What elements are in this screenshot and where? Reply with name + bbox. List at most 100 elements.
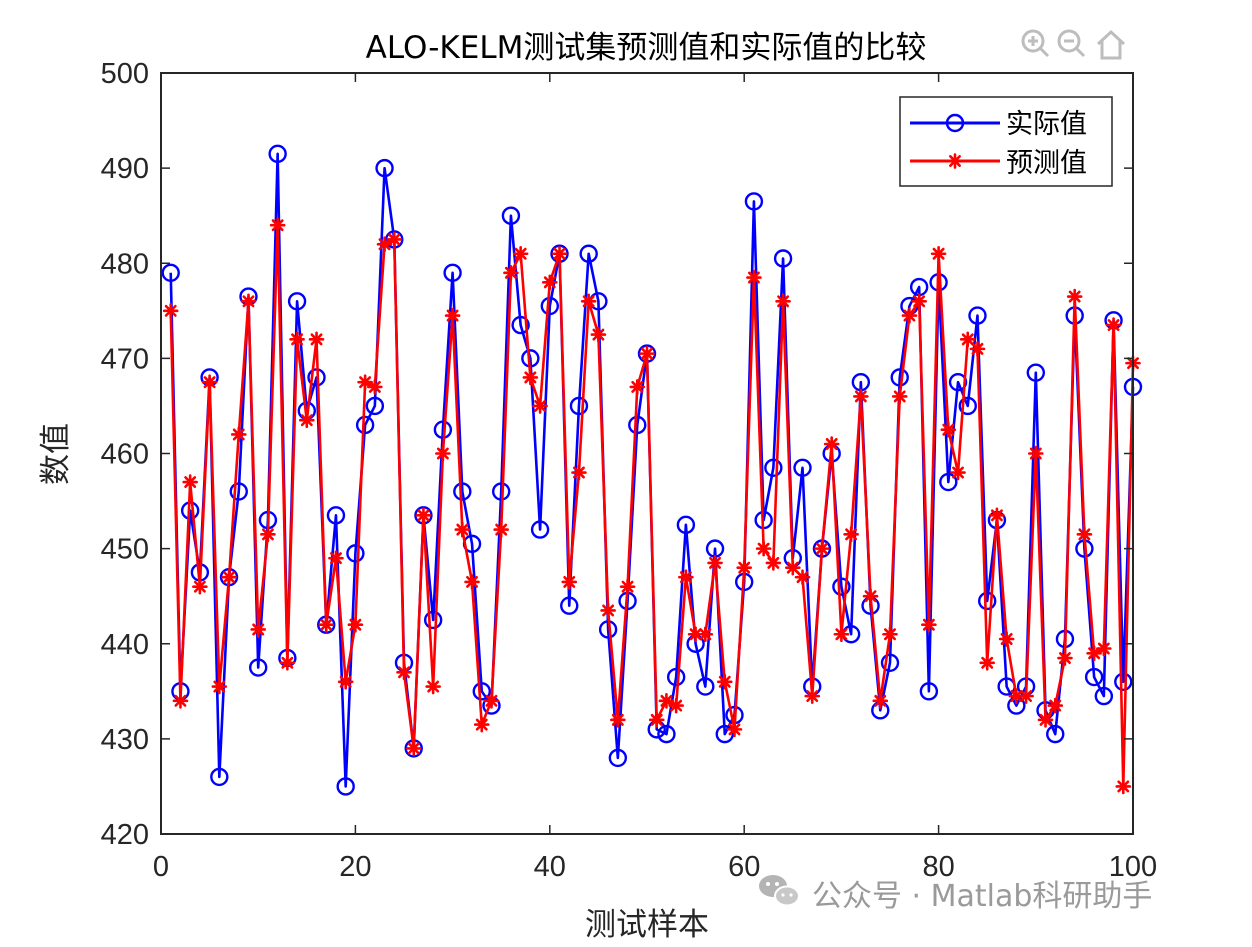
predicted-point: [512, 245, 529, 262]
actual-point: [773, 249, 793, 268]
predicted-point: [989, 507, 1005, 524]
predicted-point: [765, 555, 782, 571]
legend-marker-predicted: [947, 153, 963, 169]
predicted-point: [396, 664, 412, 681]
actual-point: [365, 396, 385, 416]
predicted-point: [1105, 317, 1122, 333]
home-icon[interactable]: [1096, 29, 1126, 60]
predicted-point: [678, 569, 694, 585]
predicted-point: [823, 436, 840, 452]
x-tick-label: 80: [922, 851, 954, 883]
actual-point: [978, 591, 997, 611]
predicted-point: [784, 559, 801, 576]
predicted-point: [736, 559, 753, 576]
predicted-point: [891, 388, 908, 405]
predicted-point: [541, 274, 558, 291]
x-tick-label: 40: [534, 851, 566, 883]
actual-point: [161, 263, 180, 282]
actual-point: [715, 724, 734, 744]
predicted-point: [862, 588, 879, 604]
x-tick-label: 20: [339, 851, 371, 883]
predicted-point: [561, 574, 578, 590]
actual-point: [472, 682, 491, 701]
predicted-point: [182, 474, 198, 490]
predicted-point: [444, 307, 461, 324]
predicted-point: [979, 654, 996, 671]
predicted-point: [775, 293, 791, 310]
actual-point: [229, 482, 248, 501]
predicted-point: [619, 578, 636, 595]
actual-point: [336, 777, 355, 796]
actual-point: [793, 458, 812, 477]
y-tick-label: 450: [101, 534, 149, 566]
actual-point: [880, 653, 900, 672]
predicted-point: [843, 526, 859, 543]
predicted-point: [1076, 526, 1093, 543]
actual-point: [579, 244, 598, 263]
predicted-point: [726, 721, 743, 738]
predicted-point: [532, 398, 548, 414]
actual-point: [355, 415, 375, 435]
predicted-point: [959, 331, 976, 348]
predicted-point: [911, 293, 927, 310]
x-axis-label: 测试样本: [585, 907, 709, 943]
predicted-point: [464, 574, 480, 590]
actual-point: [676, 515, 696, 535]
actual-point: [657, 724, 676, 744]
actual-point: [423, 610, 443, 630]
actual-point: [453, 482, 472, 501]
chart-title: ALO-KELM测试集预测值和实际值的比较: [366, 30, 927, 66]
predicted-point: [503, 264, 519, 281]
actual-point: [501, 206, 521, 225]
predicted-point: [308, 331, 325, 348]
predicted-point: [201, 374, 218, 390]
predicted-point: [872, 693, 889, 709]
predicted-point: [425, 678, 441, 695]
predicted-point: [240, 293, 257, 310]
actual-point: [628, 415, 647, 435]
tick-layer: 0 20 40 60 80 100 420 430 440 450 460 470 480 490 500: [101, 58, 1158, 883]
predicted-point: [755, 540, 772, 557]
predicted-point: [648, 712, 665, 728]
actual-point: [375, 158, 394, 178]
predicted-point: [1047, 697, 1064, 714]
predicted-point: [639, 345, 655, 362]
predicted-point: [998, 631, 1015, 647]
predicted-point: [279, 654, 296, 671]
actual-point: [326, 506, 346, 525]
zoom-out-icon[interactable]: [1057, 29, 1086, 58]
predicted-point: [600, 602, 616, 619]
predicted-point: [882, 626, 898, 643]
predicted-point: [1008, 688, 1025, 704]
predicted-point: [901, 307, 918, 324]
predicted-point: [192, 578, 208, 595]
predicted-point: [940, 421, 957, 438]
predicted-point: [376, 236, 393, 253]
y-tick-label: 470: [101, 343, 149, 375]
predicted-point: [269, 217, 286, 233]
y-tick-label: 500: [101, 58, 149, 90]
plot-area: [161, 73, 1133, 834]
predicted-point: [162, 303, 179, 319]
zoom-in-icon[interactable]: [1021, 29, 1050, 58]
legend: 实际值 预测值: [899, 96, 1113, 187]
wechat-icon: [759, 875, 800, 907]
actual-point: [764, 458, 783, 477]
actual-point: [1114, 672, 1133, 691]
actual-point: [443, 263, 462, 282]
predicted-point: [571, 464, 587, 481]
predicted-point: [454, 521, 471, 538]
actual-point: [968, 306, 987, 325]
predicted-point: [1096, 640, 1112, 657]
actual-point: [744, 192, 764, 211]
series-layer: [161, 144, 1143, 796]
predicted-point: [1018, 688, 1034, 704]
predicted-point: [473, 716, 490, 733]
predicted-point: [551, 245, 568, 262]
predicted-point: [707, 555, 723, 571]
actual-point: [511, 315, 530, 335]
actual-point: [1094, 686, 1114, 706]
y-tick-label: 490: [101, 153, 149, 185]
actual-point: [560, 596, 579, 615]
predicted-point: [337, 673, 354, 690]
